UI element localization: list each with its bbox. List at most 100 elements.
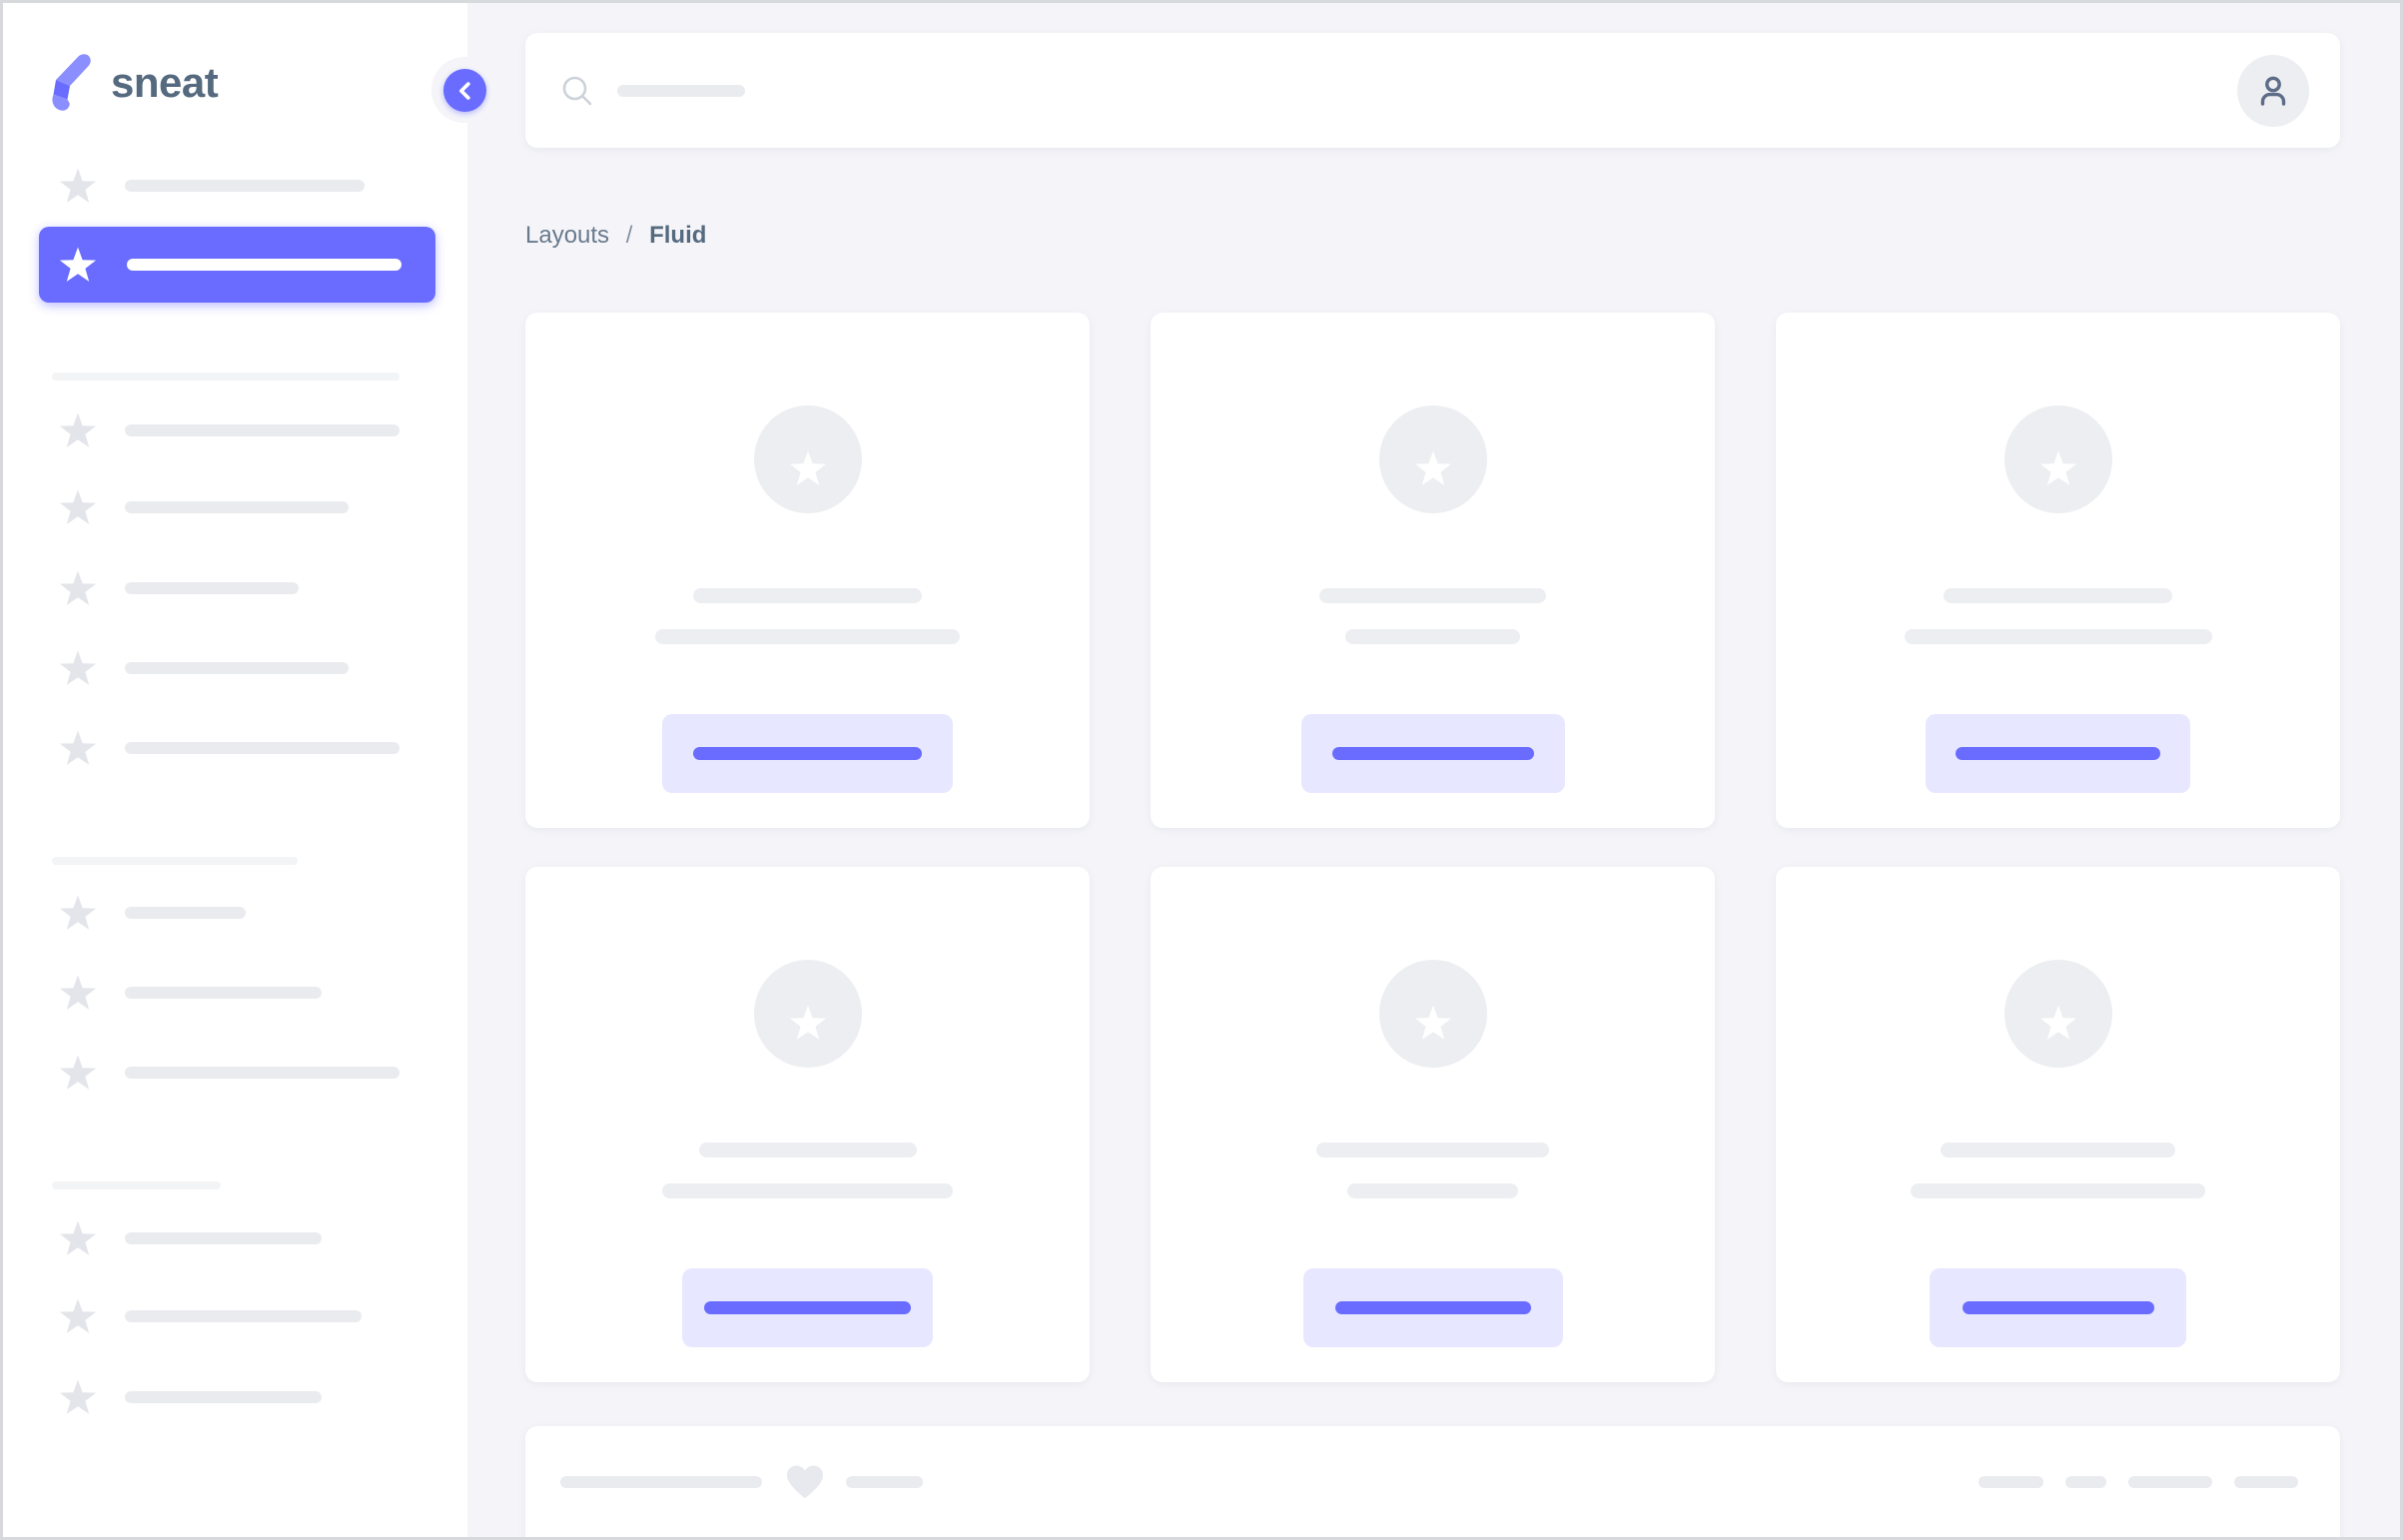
star-icon: [59, 730, 97, 766]
card-avatar: [2003, 405, 2112, 513]
card-button-label-skeleton: [1331, 747, 1534, 760]
footer-skeleton-bar: [560, 1476, 762, 1488]
menu-item-label-skeleton: [125, 501, 349, 513]
main-content: Layouts / Fluid: [467, 3, 2400, 1537]
menu-item-label-skeleton: [125, 1391, 322, 1403]
menu-item-label-skeleton: [125, 582, 299, 594]
menu-item-label-skeleton: [125, 424, 400, 436]
sidebar-item[interactable]: [3, 564, 467, 612]
star-icon: [59, 650, 97, 686]
star-icon: [1414, 441, 1452, 485]
card-button-label-skeleton: [1962, 1301, 2154, 1314]
star-icon: [59, 1055, 97, 1091]
footer-skeleton-bar: [2234, 1476, 2298, 1488]
menu-item-label-skeleton: [125, 987, 322, 999]
user-avatar-button[interactable]: [2237, 54, 2309, 127]
star-icon: [2039, 441, 2077, 485]
layout-card: [525, 313, 1090, 828]
card-avatar: [753, 405, 862, 513]
sidebar-item[interactable]: [3, 724, 467, 772]
sidebar-item[interactable]: [3, 406, 467, 454]
menu-section-divider: [52, 1181, 221, 1189]
sidebar-item[interactable]: [3, 1214, 467, 1262]
brand-name: sneat: [111, 59, 219, 106]
menu-section-divider: [52, 857, 298, 865]
card-avatar: [2003, 960, 2112, 1068]
card-button-skeleton[interactable]: [1302, 1268, 1563, 1347]
search-card: [525, 33, 2340, 148]
menu-item-label-skeleton: [125, 180, 365, 192]
menu-item-label-skeleton: [125, 662, 349, 674]
sidebar: sneat: [3, 3, 497, 1537]
sidebar-collapse-button[interactable]: [443, 69, 486, 112]
star-icon: [59, 975, 97, 1011]
sidebar-item[interactable]: [3, 644, 467, 692]
star-icon: [59, 247, 97, 283]
card-text-skeleton-line2: [1345, 629, 1520, 644]
card-avatar: [753, 960, 862, 1068]
card-button-skeleton[interactable]: [682, 1268, 933, 1347]
sidebar-menu: [3, 162, 467, 1421]
footer-skeleton-bar: [2128, 1476, 2212, 1488]
search-input-skeleton[interactable]: [617, 84, 745, 97]
menu-item-label-skeleton: [125, 1067, 400, 1079]
footer-skeleton-bar: [846, 1476, 923, 1488]
card-text-skeleton-line1: [1941, 1143, 2175, 1157]
chevron-left-icon: [452, 78, 478, 104]
card-button-skeleton[interactable]: [1300, 714, 1565, 793]
breadcrumb-separator: /: [625, 222, 633, 249]
footer-skeleton-bar: [1979, 1476, 2043, 1488]
sidebar-item[interactable]: [3, 969, 467, 1017]
card-button-skeleton[interactable]: [1926, 714, 2190, 793]
sidebar-item-active[interactable]: [39, 227, 435, 303]
layout-card: [525, 867, 1090, 1382]
star-icon: [789, 996, 827, 1040]
card-text-skeleton-line1: [698, 1143, 917, 1157]
sneat-logo-icon: [47, 52, 95, 114]
menu-item-label-skeleton: [125, 742, 400, 754]
star-icon: [1414, 996, 1452, 1040]
sidebar-item[interactable]: [3, 1373, 467, 1421]
star-icon: [59, 412, 97, 448]
layout-card: [1776, 867, 2340, 1382]
layout-card: [1151, 313, 1715, 828]
card-button-skeleton[interactable]: [1930, 1268, 2186, 1347]
layout-card: [1776, 313, 2340, 828]
footer-skeleton-bar: [2065, 1476, 2106, 1488]
footer-right-bars: [1979, 1476, 2298, 1488]
breadcrumb-current: Fluid: [649, 222, 707, 249]
card-text-skeleton-line1: [693, 588, 922, 603]
card-text-skeleton-line2: [1911, 1183, 2205, 1198]
card-button-label-skeleton: [1956, 747, 2160, 760]
star-icon: [59, 1298, 97, 1334]
breadcrumb: Layouts / Fluid: [525, 222, 2340, 250]
star-icon: [59, 1379, 97, 1415]
star-icon: [59, 489, 97, 525]
card-button-skeleton[interactable]: [662, 714, 953, 793]
card-button-label-skeleton: [1334, 1301, 1531, 1314]
card-text-skeleton-line1: [1944, 588, 2172, 603]
menu-item-label-skeleton: [125, 1232, 322, 1244]
sidebar-item[interactable]: [3, 1049, 467, 1097]
card-text-skeleton-line1: [1319, 588, 1546, 603]
sidebar-item[interactable]: [3, 889, 467, 937]
person-icon: [2253, 71, 2293, 111]
footer-card: [525, 1426, 2340, 1537]
menu-item-label-skeleton: [127, 259, 401, 271]
star-icon: [59, 168, 97, 204]
sidebar-item[interactable]: [3, 162, 467, 210]
sidebar-item[interactable]: [3, 1292, 467, 1340]
cards-grid: [525, 313, 2340, 1382]
heart-icon: [786, 1465, 824, 1499]
star-icon: [59, 895, 97, 931]
sidebar-item[interactable]: [3, 483, 467, 531]
layout-card: [1151, 867, 1715, 1382]
card-text-skeleton-line2: [655, 629, 960, 644]
breadcrumb-layouts[interactable]: Layouts: [525, 222, 610, 249]
brand: sneat: [3, 3, 467, 123]
card-text-skeleton-line1: [1316, 1143, 1549, 1157]
star-icon: [59, 570, 97, 606]
search-icon: [559, 73, 595, 109]
star-icon: [789, 441, 827, 485]
